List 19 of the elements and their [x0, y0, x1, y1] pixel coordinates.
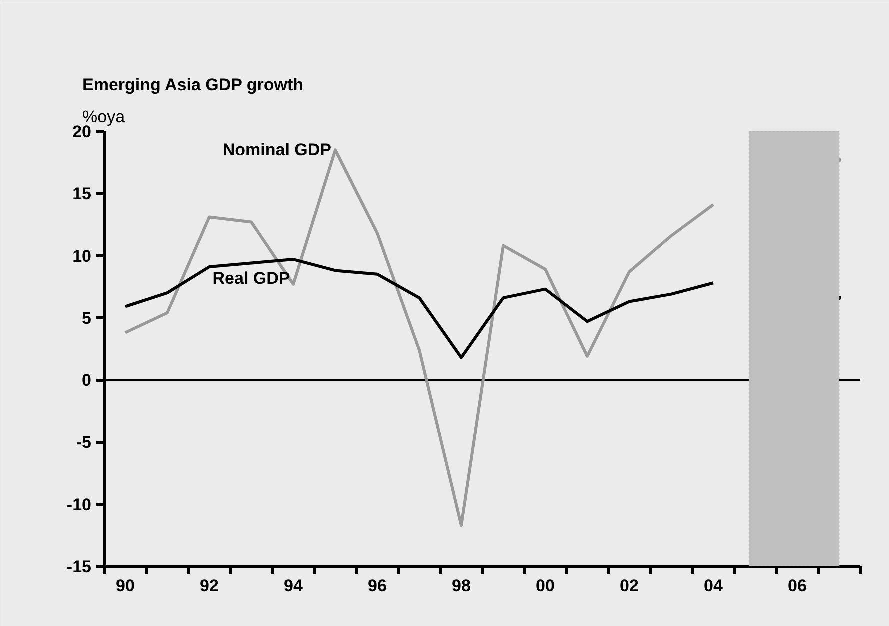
x-tick-label: 98 — [452, 576, 471, 596]
x-tick-label: 04 — [704, 576, 724, 596]
y-tick-label: -10 — [66, 495, 92, 514]
x-tick-label: 92 — [200, 576, 219, 596]
y-tick-label: 15 — [72, 184, 92, 204]
y-tick-label: 0 — [82, 371, 92, 390]
x-tick-label: 02 — [620, 576, 639, 596]
x-tick-label: 06 — [788, 576, 807, 596]
series-label: Real GDP — [212, 269, 290, 288]
y-tick-label: -5 — [76, 433, 92, 452]
y-tick-label: 5 — [82, 308, 92, 328]
x-tick-label: 94 — [284, 576, 304, 596]
x-tick-label: 90 — [116, 576, 135, 596]
series-label: Nominal GDP — [222, 140, 332, 160]
x-tick-label: 96 — [368, 576, 387, 596]
chart-title: Emerging Asia GDP growth — [82, 76, 304, 94]
x-tick-label: 00 — [536, 576, 555, 596]
y-tick-label: -15 — [66, 558, 92, 576]
y-tick-label: 10 — [72, 246, 92, 266]
